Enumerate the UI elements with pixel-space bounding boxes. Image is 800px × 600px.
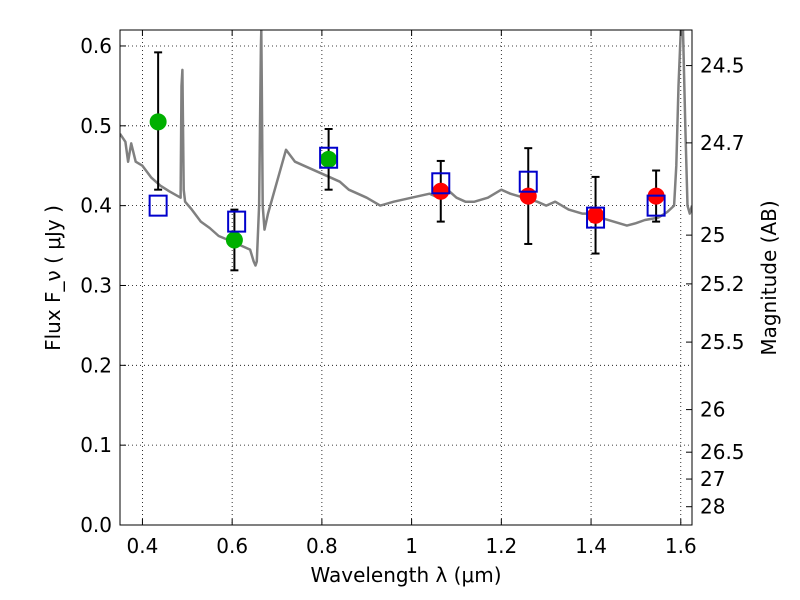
plot-frame	[119, 29, 693, 526]
y-tick-label: 0.1	[80, 433, 112, 457]
model-square	[646, 194, 666, 217]
y-axis-ticks: 0.0 0.1 0.2 0.3 0.4 0.5 0.6	[80, 34, 126, 537]
y-tick-label: 0.2	[80, 353, 112, 377]
right-tick-label: 25.2	[700, 272, 745, 296]
right-tick-label: 24.5	[700, 54, 745, 78]
y-tick-label: 0.4	[80, 194, 112, 218]
data-point	[432, 182, 450, 200]
x-axis-ticks: 0.4 0.6 0.8 1 1.2 1.4 1.6	[127, 30, 697, 558]
model-square	[148, 194, 168, 217]
right-tick-label: 25.5	[700, 330, 745, 354]
right-tick-label: 26.5	[700, 440, 745, 464]
y-tick-label: 0.3	[80, 273, 112, 297]
plot-background	[120, 30, 692, 525]
x-axis-label: Wavelength λ (μm)	[310, 563, 501, 587]
right-tick-label: 27	[700, 467, 725, 491]
data-point	[225, 231, 243, 249]
y-axis-label: Flux F_ν ( μJy )	[41, 205, 65, 351]
data-point	[587, 206, 605, 224]
data-point	[519, 187, 537, 205]
model-square	[227, 210, 247, 233]
model-squares	[148, 146, 666, 233]
model-spectrum	[120, 30, 692, 267]
x-tick-label: 0.6	[216, 534, 248, 558]
x-tick-label: 1.6	[665, 534, 697, 558]
spectrum-line	[120, 30, 692, 267]
right-axis-label: Magnitude (AB)	[757, 200, 781, 355]
model-square	[518, 170, 538, 193]
x-tick-label: 1.4	[575, 534, 607, 558]
model-square	[586, 206, 606, 229]
right-axis-ticks: 24.5 24.7 25 25.2 25.5 26 26.5 27 28	[686, 54, 745, 519]
model-square	[431, 172, 451, 195]
x-tick-label: 1	[405, 534, 418, 558]
x-tick-label: 0.8	[306, 534, 338, 558]
y-tick-label: 0.5	[80, 114, 112, 138]
right-tick-label: 25	[700, 223, 725, 247]
right-tick-label: 24.7	[700, 131, 745, 155]
y-tick-label: 0.0	[80, 513, 112, 537]
right-tick-label: 28	[700, 495, 725, 519]
right-tick-label: 26	[700, 398, 725, 422]
y-tick-label: 0.6	[80, 34, 112, 58]
data-point	[320, 150, 338, 168]
model-square	[319, 146, 339, 169]
data-point	[149, 113, 167, 131]
x-tick-label: 0.4	[127, 534, 159, 558]
x-tick-label: 1.2	[485, 534, 517, 558]
